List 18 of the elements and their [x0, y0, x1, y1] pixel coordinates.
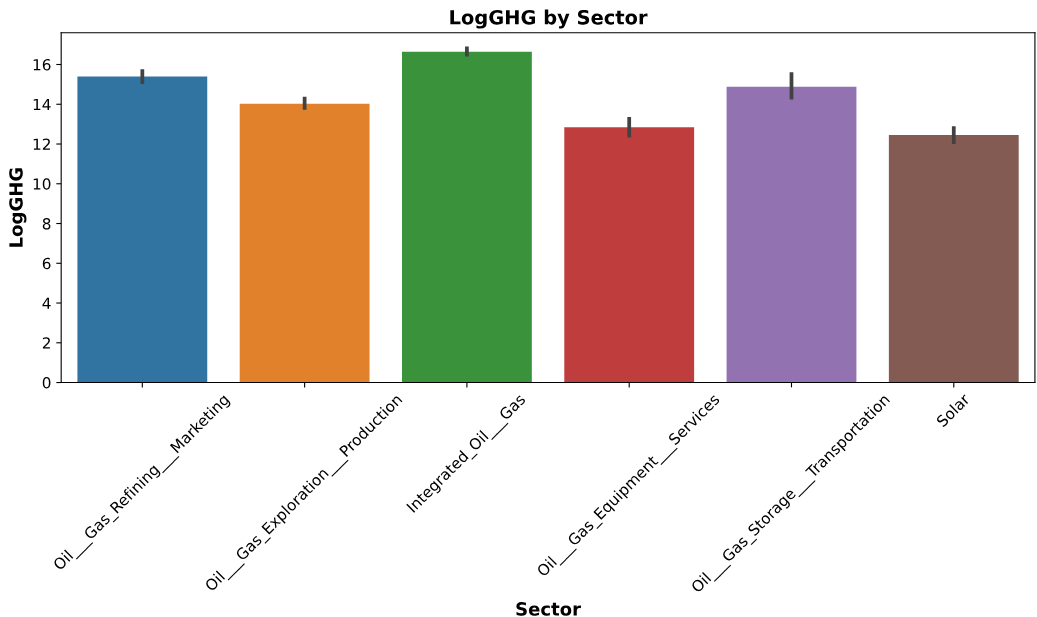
bar [239, 103, 370, 383]
chart-title: LogGHG by Sector [450, 9, 648, 29]
bar [888, 135, 1019, 383]
bar [401, 51, 532, 383]
bar [77, 76, 208, 383]
y-tick-label: 10 [33, 178, 51, 190]
y-tick-label: 2 [42, 337, 50, 349]
y-tick-label: 0 [42, 377, 51, 389]
y-tick-label: 4 [42, 297, 51, 309]
bar [564, 127, 695, 383]
y-tick-label: 12 [33, 138, 50, 150]
x-axis-title: Sector [516, 602, 581, 616]
y-tick-label: 14 [33, 98, 51, 111]
y-tick-label: 6 [42, 257, 51, 270]
bar [726, 86, 857, 383]
y-axis-title: LogGHG [9, 168, 27, 247]
y-tick-label: 8 [42, 217, 51, 230]
y-tick-label: 16 [33, 58, 51, 71]
